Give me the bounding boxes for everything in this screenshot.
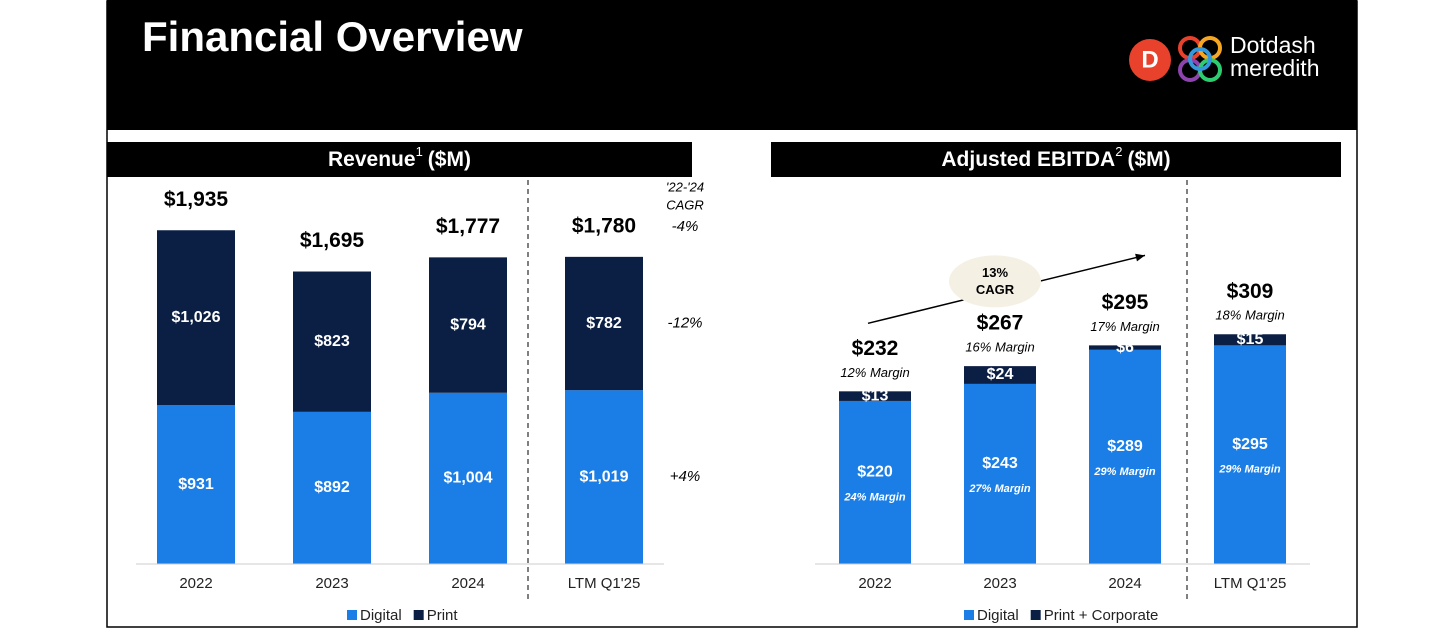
total-label: $309: [1227, 280, 1274, 303]
panel-title-text: Adjusted EBITDA: [941, 148, 1115, 171]
cagr-bubble-text: CAGR: [976, 282, 1015, 297]
panel-title-note: 1: [416, 144, 423, 159]
x-tick-label: 2024: [451, 575, 484, 592]
segment-margin: 29% Margin: [1093, 466, 1155, 478]
total-margin: 12% Margin: [840, 365, 909, 380]
panel-title-text: Revenue: [328, 148, 416, 171]
total-margin: 16% Margin: [965, 340, 1034, 355]
cagr-bubble-label: 13%: [982, 265, 1008, 280]
panel-title: Revenue1 ($M): [328, 144, 471, 170]
bar-segment: [429, 257, 507, 393]
segment-label: $794: [450, 316, 486, 333]
panel-title-unit: ($M): [428, 148, 471, 171]
panel-title-unit: ($M): [1127, 148, 1170, 171]
logo-mark: [1129, 39, 1171, 81]
cagr-bubble: [949, 255, 1041, 308]
cagr-value: +4%: [670, 468, 700, 485]
x-tick-label: LTM Q1'25: [1214, 575, 1287, 592]
segment-label: $782: [586, 315, 622, 332]
legend-swatch: [347, 610, 357, 620]
bar-segment: [565, 390, 643, 564]
segment-label: $1,004: [444, 470, 493, 487]
segment-margin: 29% Margin: [1218, 464, 1280, 476]
segment-label: $24: [987, 366, 1014, 383]
total-label: $295: [1102, 291, 1149, 314]
legend-label: Digital: [360, 607, 402, 624]
segment-label: $15: [1237, 331, 1264, 348]
bar-segment: [293, 411, 371, 564]
logo-text: Dotdash: [1230, 32, 1316, 58]
panel-title: Adjusted EBITDA2 ($M): [941, 144, 1170, 170]
x-tick-label: 2022: [858, 575, 891, 592]
total-label: $1,935: [164, 188, 229, 211]
bar-segment: [1089, 345, 1161, 350]
segment-label: $289: [1107, 438, 1143, 455]
bar-segment: [839, 400, 911, 564]
cagr-title: '22-'24: [666, 179, 704, 194]
bar-segment: [839, 391, 911, 401]
total-label: $1,695: [300, 229, 365, 252]
x-tick-label: 2023: [983, 575, 1016, 592]
segment-margin: 27% Margin: [968, 483, 1030, 495]
panel-header: [107, 142, 692, 177]
legend-label: Print + Corporate: [1044, 607, 1159, 624]
total-label: $1,780: [572, 214, 636, 237]
x-tick-label: 2022: [179, 575, 212, 592]
bar-segment: [157, 405, 235, 564]
segment-margin: 24% Margin: [843, 491, 905, 503]
bar-segment: [429, 392, 507, 564]
x-tick-label: LTM Q1'25: [568, 575, 641, 592]
total-margin: 18% Margin: [1215, 308, 1284, 323]
logo-letter: D: [1141, 46, 1158, 73]
bar-segment: [1214, 334, 1286, 346]
x-tick-label: 2023: [315, 575, 348, 592]
bar-segment: [1089, 349, 1161, 564]
cagr-arrowhead: [1135, 253, 1145, 262]
x-tick-label: 2024: [1108, 575, 1141, 592]
logo-text: meredith: [1230, 55, 1319, 81]
legend-swatch: [964, 610, 974, 620]
segment-label: $1,019: [580, 468, 629, 485]
segment-label: $931: [178, 476, 214, 493]
total-margin: 17% Margin: [1090, 319, 1159, 334]
segment-label: $892: [314, 479, 350, 496]
legend-swatch: [1030, 610, 1041, 620]
segment-label: $1,026: [172, 309, 221, 326]
segment-label: $13: [862, 387, 889, 404]
total-label: $232: [852, 337, 899, 360]
bar-segment: [157, 230, 235, 406]
cagr-value: -12%: [667, 315, 702, 332]
segment-label: $823: [314, 333, 350, 350]
legend-label: Digital: [977, 607, 1019, 624]
segment-label: $295: [1232, 436, 1268, 453]
bar-segment: [964, 383, 1036, 564]
cagr-value: -4%: [672, 218, 699, 235]
legend-swatch: [413, 610, 424, 620]
logo-flower: [1178, 36, 1222, 82]
panel-title-note: 2: [1115, 144, 1122, 159]
page-title: Financial Overview: [142, 13, 523, 60]
bar-segment: [964, 366, 1036, 384]
bar-segment: [565, 256, 643, 391]
bar-segment: [1214, 345, 1286, 564]
total-label: $267: [977, 312, 1024, 335]
legend-label: Print: [427, 607, 459, 624]
segment-label: $220: [857, 464, 893, 481]
panel-header: [771, 142, 1341, 177]
bar-segment: [293, 271, 371, 412]
cagr-title: CAGR: [666, 197, 704, 212]
total-label: $1,777: [436, 215, 500, 238]
segment-label: $243: [982, 455, 1018, 472]
segment-label: $6: [1116, 339, 1134, 356]
